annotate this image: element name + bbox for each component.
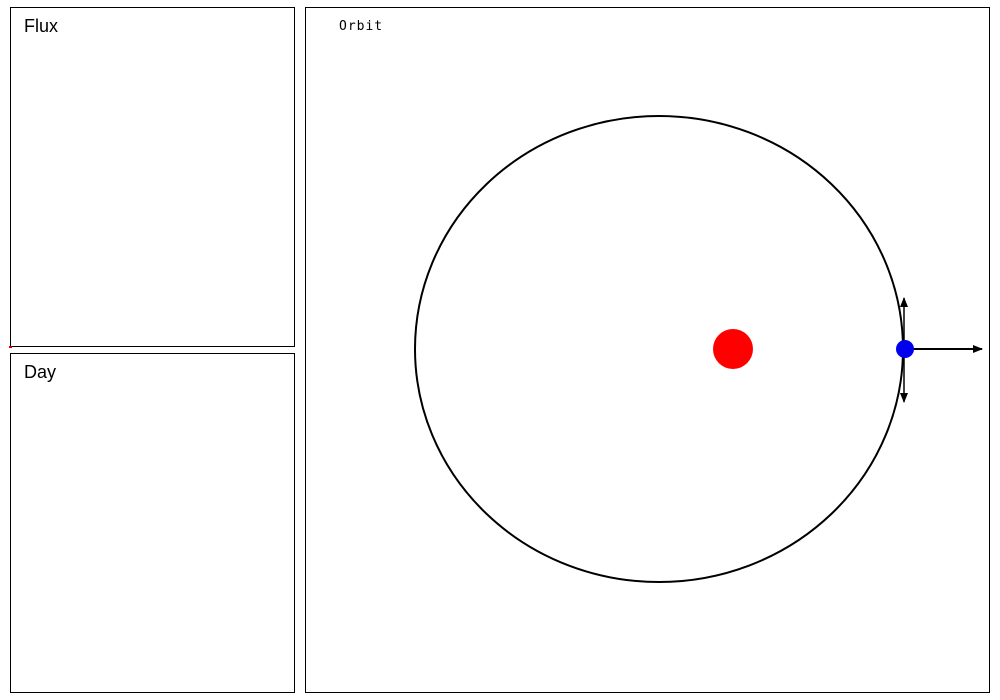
flux-panel: Flux [9,7,295,348]
flux-title: Flux [24,16,59,36]
orbit-path [414,115,904,583]
flux-marker [9,346,12,348]
orbit-canvas [414,115,983,583]
orbit-title: Orbit [339,19,384,34]
day-title: Day [24,362,57,382]
orbit-panel: Orbit [305,7,990,693]
day-panel: Day [10,353,295,693]
planet-icon [896,340,914,358]
star-icon [713,329,753,369]
